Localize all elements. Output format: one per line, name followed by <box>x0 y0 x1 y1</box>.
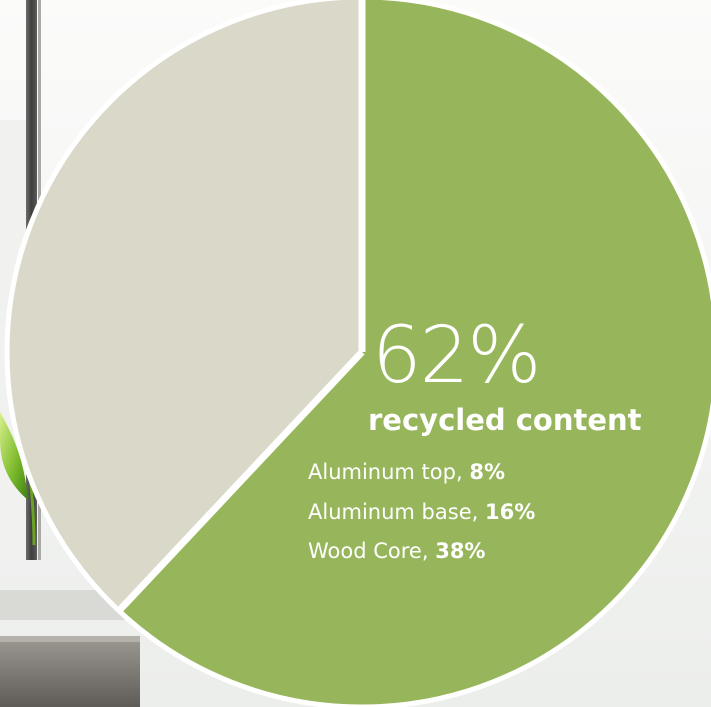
breakdown-label: Wood Core, <box>308 539 435 563</box>
pie-slice-other <box>7 0 362 611</box>
headline-value: 62% <box>372 311 539 401</box>
breakdown-value: 38% <box>435 539 485 563</box>
breakdown-label: Aluminum top, <box>308 460 469 484</box>
headline-label: recycled content <box>368 403 642 437</box>
breakdown-value: 8% <box>469 460 505 484</box>
breakdown-item-aluminum-top: Aluminum top, 8% <box>308 460 505 484</box>
pie-separator <box>116 349 365 614</box>
pie-outline <box>4 0 711 707</box>
breakdown-item-wood-core: Wood Core, 38% <box>308 539 485 563</box>
breakdown-value: 16% <box>485 500 535 524</box>
breakdown-item-aluminum-base: Aluminum base, 16% <box>308 500 535 524</box>
pie-slice-recycled <box>118 0 711 707</box>
breakdown-label: Aluminum base, <box>308 500 485 524</box>
